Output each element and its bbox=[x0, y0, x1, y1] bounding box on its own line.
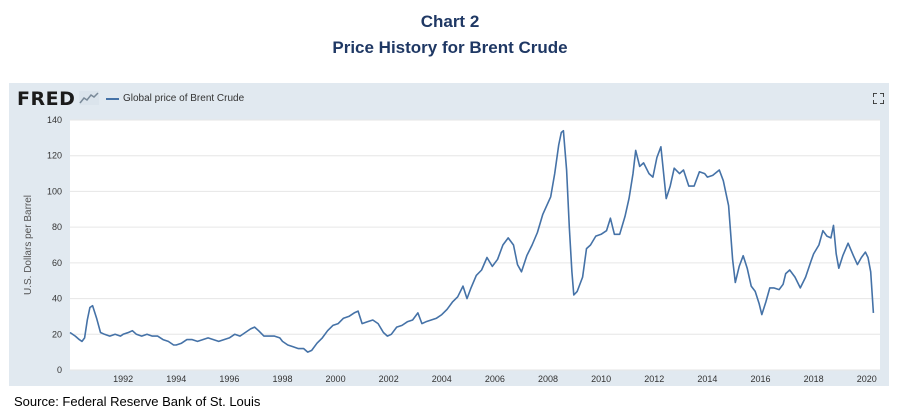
chart-title: Price History for Brent Crude bbox=[332, 38, 568, 57]
x-tick-label: 2010 bbox=[591, 374, 611, 384]
series-line-brent bbox=[69, 129, 875, 353]
legend-label: Global price of Brent Crude bbox=[123, 93, 245, 104]
source-note: Source: Federal Reserve Bank of St. Loui… bbox=[14, 394, 261, 409]
fred-chart-logo-icon bbox=[79, 91, 99, 105]
x-tick-label: 1998 bbox=[272, 374, 292, 384]
x-tick-label: 2018 bbox=[804, 374, 824, 384]
x-tick-label: 1992 bbox=[113, 374, 133, 384]
x-tick-label: 2002 bbox=[379, 374, 399, 384]
y-tick-label: 40 bbox=[52, 294, 62, 304]
y-tick-label: 140 bbox=[47, 115, 62, 125]
y-tick-label: 120 bbox=[47, 151, 62, 161]
x-tick-label: 2004 bbox=[432, 374, 452, 384]
x-tick-label: 1996 bbox=[219, 374, 239, 384]
fred-logo[interactable]: FRED bbox=[17, 88, 76, 110]
x-tick-label: 1994 bbox=[166, 374, 186, 384]
y-tick-label: 100 bbox=[47, 186, 62, 196]
chart-number: Chart 2 bbox=[420, 12, 480, 31]
y-axis-label: U.S. Dollars per Barrel bbox=[23, 195, 34, 295]
x-tick-label: 2008 bbox=[538, 374, 558, 384]
y-tick-labels: 0 20 40 60 80 100 120 140 bbox=[47, 115, 62, 375]
plot-area bbox=[70, 120, 880, 370]
y-tick-label: 60 bbox=[52, 258, 62, 268]
x-tick-labels: 1992 1994 1996 1998 2000 2002 2004 2006 2008 2010… bbox=[113, 374, 877, 384]
x-tick-label: 2020 bbox=[857, 374, 877, 384]
y-tick-label: 20 bbox=[52, 329, 62, 339]
x-tick-label: 2016 bbox=[750, 374, 770, 384]
grid-lines bbox=[70, 119, 880, 371]
legend-swatch bbox=[106, 98, 119, 100]
x-tick-label: 2000 bbox=[326, 374, 346, 384]
x-tick-label: 2012 bbox=[644, 374, 664, 384]
y-tick-label: 0 bbox=[57, 365, 62, 375]
x-tick-label: 2014 bbox=[697, 374, 717, 384]
y-tick-label: 80 bbox=[52, 222, 62, 232]
x-tick-label: 2006 bbox=[485, 374, 505, 384]
